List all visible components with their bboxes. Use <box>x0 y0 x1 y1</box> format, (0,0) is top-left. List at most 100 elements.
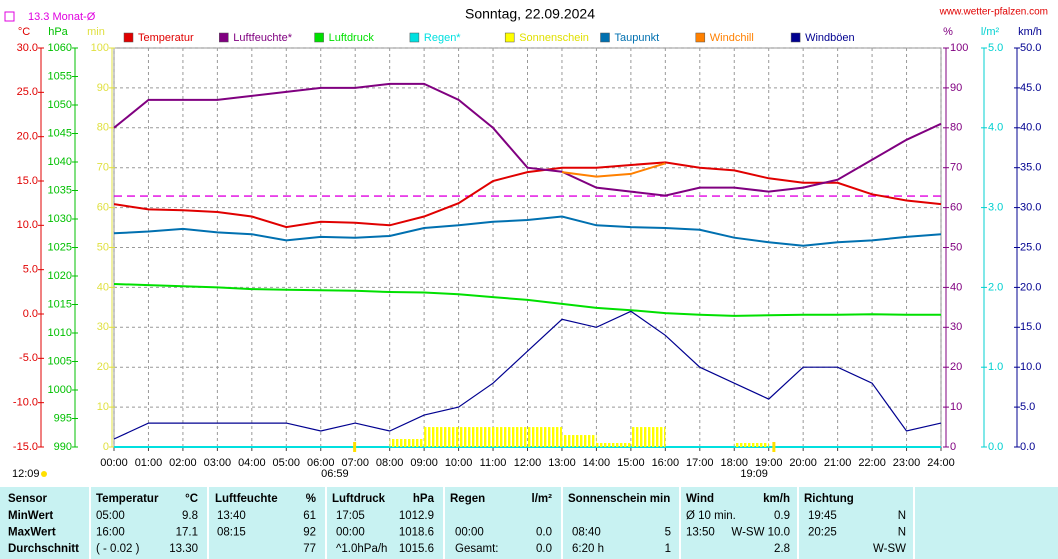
table-cell: 13:40 <box>217 510 246 522</box>
x-tick-label: 17:00 <box>686 457 714 469</box>
y-tick-label: 40.0 <box>1020 122 1041 134</box>
row-label: MaxWert <box>8 527 56 539</box>
y-tick-label: 10.0 <box>1020 361 1041 373</box>
monthly-mean-icon <box>4 11 15 22</box>
y-tick-label: 3.0 <box>988 202 1003 214</box>
legend-swatch <box>409 32 420 43</box>
table-header: km/h <box>763 493 790 505</box>
legend-swatch <box>314 32 324 43</box>
legend-label: Windböen <box>805 32 855 44</box>
y-tick-label: 1060 <box>48 42 72 54</box>
y-tick-label: 50.0 <box>1020 42 1041 54</box>
table-cell: 0.0 <box>536 527 552 539</box>
table-cell: N <box>898 527 906 539</box>
table-header: Wind <box>686 493 714 505</box>
x-tick-label: 20:00 <box>789 457 817 469</box>
table-cell: 13:50 <box>686 527 715 539</box>
legend-label: Regen* <box>424 32 461 44</box>
y-tick-label: 25.0 <box>1020 241 1041 253</box>
y-tick-label: 40 <box>950 281 962 293</box>
chart: Sonntag, 22.09.2024 www.wetter-pfalzen.c… <box>4 6 1048 480</box>
y-tick-label: 1045 <box>48 127 72 139</box>
table-cell: W-SW 10.0 <box>731 527 790 539</box>
y-tick-label: 70 <box>950 162 962 174</box>
x-tick-label: 03:00 <box>204 457 232 469</box>
x-tick-label: 12:00 <box>514 457 542 469</box>
y-tick-label: 20 <box>97 361 109 373</box>
y-tick-label: 0.0 <box>23 308 38 320</box>
y-tick-label: 10 <box>97 401 109 413</box>
table-cell: 20:25 <box>808 527 837 539</box>
y-tick-label: 1055 <box>48 70 72 82</box>
y-tick-label: 10 <box>950 401 962 413</box>
x-tick-label: 19:00 <box>755 457 783 469</box>
y-tick-label: 90 <box>950 82 962 94</box>
table-header: Luftfeuchte <box>215 493 278 505</box>
y-tick-label: 30 <box>97 321 109 333</box>
y-tick-label: 2.0 <box>988 281 1003 293</box>
x-tick-label: 24:00 <box>927 457 955 469</box>
x-tick-label: 00:00 <box>100 457 128 469</box>
y-tick-label: 1005 <box>48 355 72 367</box>
y-tick-label: 60 <box>950 202 962 214</box>
axis-unit: °C <box>18 26 30 38</box>
y-tick-label: 20.0 <box>17 131 38 143</box>
table-header: Regen <box>450 493 485 505</box>
y-tick-label: 0.0 <box>1020 441 1035 453</box>
table-cell: 08:15 <box>217 527 246 539</box>
table-cell: 9.8 <box>182 510 198 522</box>
x-tick-label: 09:00 <box>410 457 438 469</box>
y-tick-label: 1035 <box>48 184 72 196</box>
legend-swatch <box>790 32 801 43</box>
y-tick-label: 50 <box>97 241 109 253</box>
stats-table: Sensor Temperatur °C Luftfeuchte% Luftdruck h… <box>0 487 1058 559</box>
chart-title: Sonntag, 22.09.2024 <box>465 6 595 22</box>
sunshine-bar <box>596 443 631 447</box>
table-header: hPa <box>413 493 435 505</box>
y-tick-label: 60 <box>97 202 109 214</box>
table-header: Temperatur <box>96 493 159 505</box>
x-tick-label: 07:00 <box>341 457 369 469</box>
y-tick-label: 1020 <box>48 270 72 282</box>
y-tick-label: 1000 <box>48 384 72 396</box>
table-cell: N <box>898 510 906 522</box>
table-header: Sonnenschein min <box>568 493 670 505</box>
table-cell: 1 <box>665 543 671 555</box>
x-tick-label: 08:00 <box>376 457 404 469</box>
x-tick-label: 14:00 <box>583 457 611 469</box>
y-tick-label: -10.0 <box>13 397 38 409</box>
y-tick-label: 45.0 <box>1020 82 1041 94</box>
x-tick-label: 11:00 <box>480 457 507 469</box>
x-tick-label: 02:00 <box>169 457 197 469</box>
y-tick-label: 50 <box>950 241 962 253</box>
series-line <box>113 161 942 229</box>
y-tick-label: 1030 <box>48 213 72 225</box>
axis-unit: min <box>87 26 105 38</box>
table-cell: Gesamt: <box>455 543 498 555</box>
table-cell: 1018.6 <box>399 527 434 539</box>
y-tick-label: 990 <box>54 441 72 453</box>
table-cell: 19:45 <box>808 510 837 522</box>
y-tick-label: 995 <box>54 412 72 424</box>
series-line <box>113 215 942 247</box>
y-tick-label: 70 <box>97 162 109 174</box>
y-tick-label: 20 <box>950 361 962 373</box>
y-tick-label: 15.0 <box>1020 321 1041 333</box>
legend-swatch <box>695 32 706 43</box>
sunrise-label-marker <box>353 442 357 452</box>
table-header: % <box>306 493 316 505</box>
sunshine-bar <box>389 439 425 447</box>
table-cell: ( - 0.02 ) <box>96 543 140 555</box>
table-cell: Ø 10 min. <box>686 510 736 522</box>
legend-label: Temperatur <box>138 32 194 44</box>
x-tick-label: 01:00 <box>135 457 163 469</box>
table-cell: ^1.0hPa/h <box>336 543 387 555</box>
table-cell: 13.30 <box>169 543 198 555</box>
y-tick-label: 0.0 <box>988 441 1003 453</box>
table-cell: 00:00 <box>455 527 484 539</box>
axis-unit: hPa <box>48 26 68 38</box>
table-cell: 00:00 <box>336 527 365 539</box>
y-tick-label: 30.0 <box>17 42 38 54</box>
legend-swatch <box>123 32 134 43</box>
table-cell: 92 <box>303 527 316 539</box>
